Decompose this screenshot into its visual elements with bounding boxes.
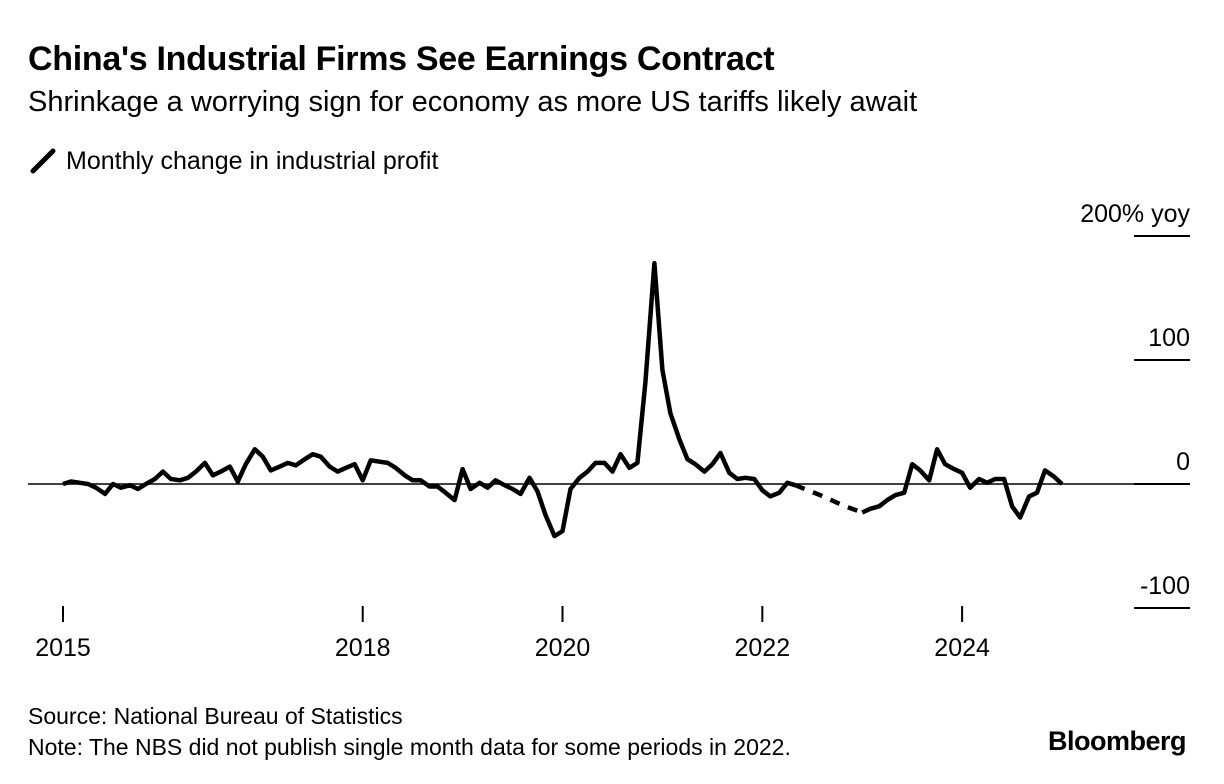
x-tick-label: 2015: [35, 634, 91, 662]
note-text: Note: The NBS did not publish single mon…: [28, 734, 791, 760]
series-line: [861, 447, 1064, 520]
bloomberg-logo: Bloomberg: [1047, 726, 1187, 756]
legend-swatch-icon: [30, 148, 56, 174]
legend-label: Monthly change in industrial profit: [66, 146, 439, 175]
x-tick-label: 2022: [735, 634, 791, 662]
chart-subtitle: Shrinkage a worrying sign for economy as…: [28, 86, 918, 118]
x-tick-label: 2024: [934, 634, 990, 662]
series-line: [62, 261, 796, 539]
y-tick-label: -100: [1140, 572, 1190, 600]
chart-title: China's Industrial Firms See Earnings Co…: [28, 40, 775, 78]
series-line-dashed: [794, 483, 863, 515]
y-tick-label: 200% yoy: [1080, 200, 1190, 228]
y-tick-label: 0: [1176, 448, 1190, 476]
y-tick-label: 100: [1148, 324, 1190, 352]
legend: Monthly change in industrial profit: [28, 146, 438, 176]
x-tick-label: 2020: [535, 634, 591, 662]
source-text: Source: National Bureau of Statistics: [28, 703, 403, 729]
x-tick-label: 2018: [335, 634, 391, 662]
